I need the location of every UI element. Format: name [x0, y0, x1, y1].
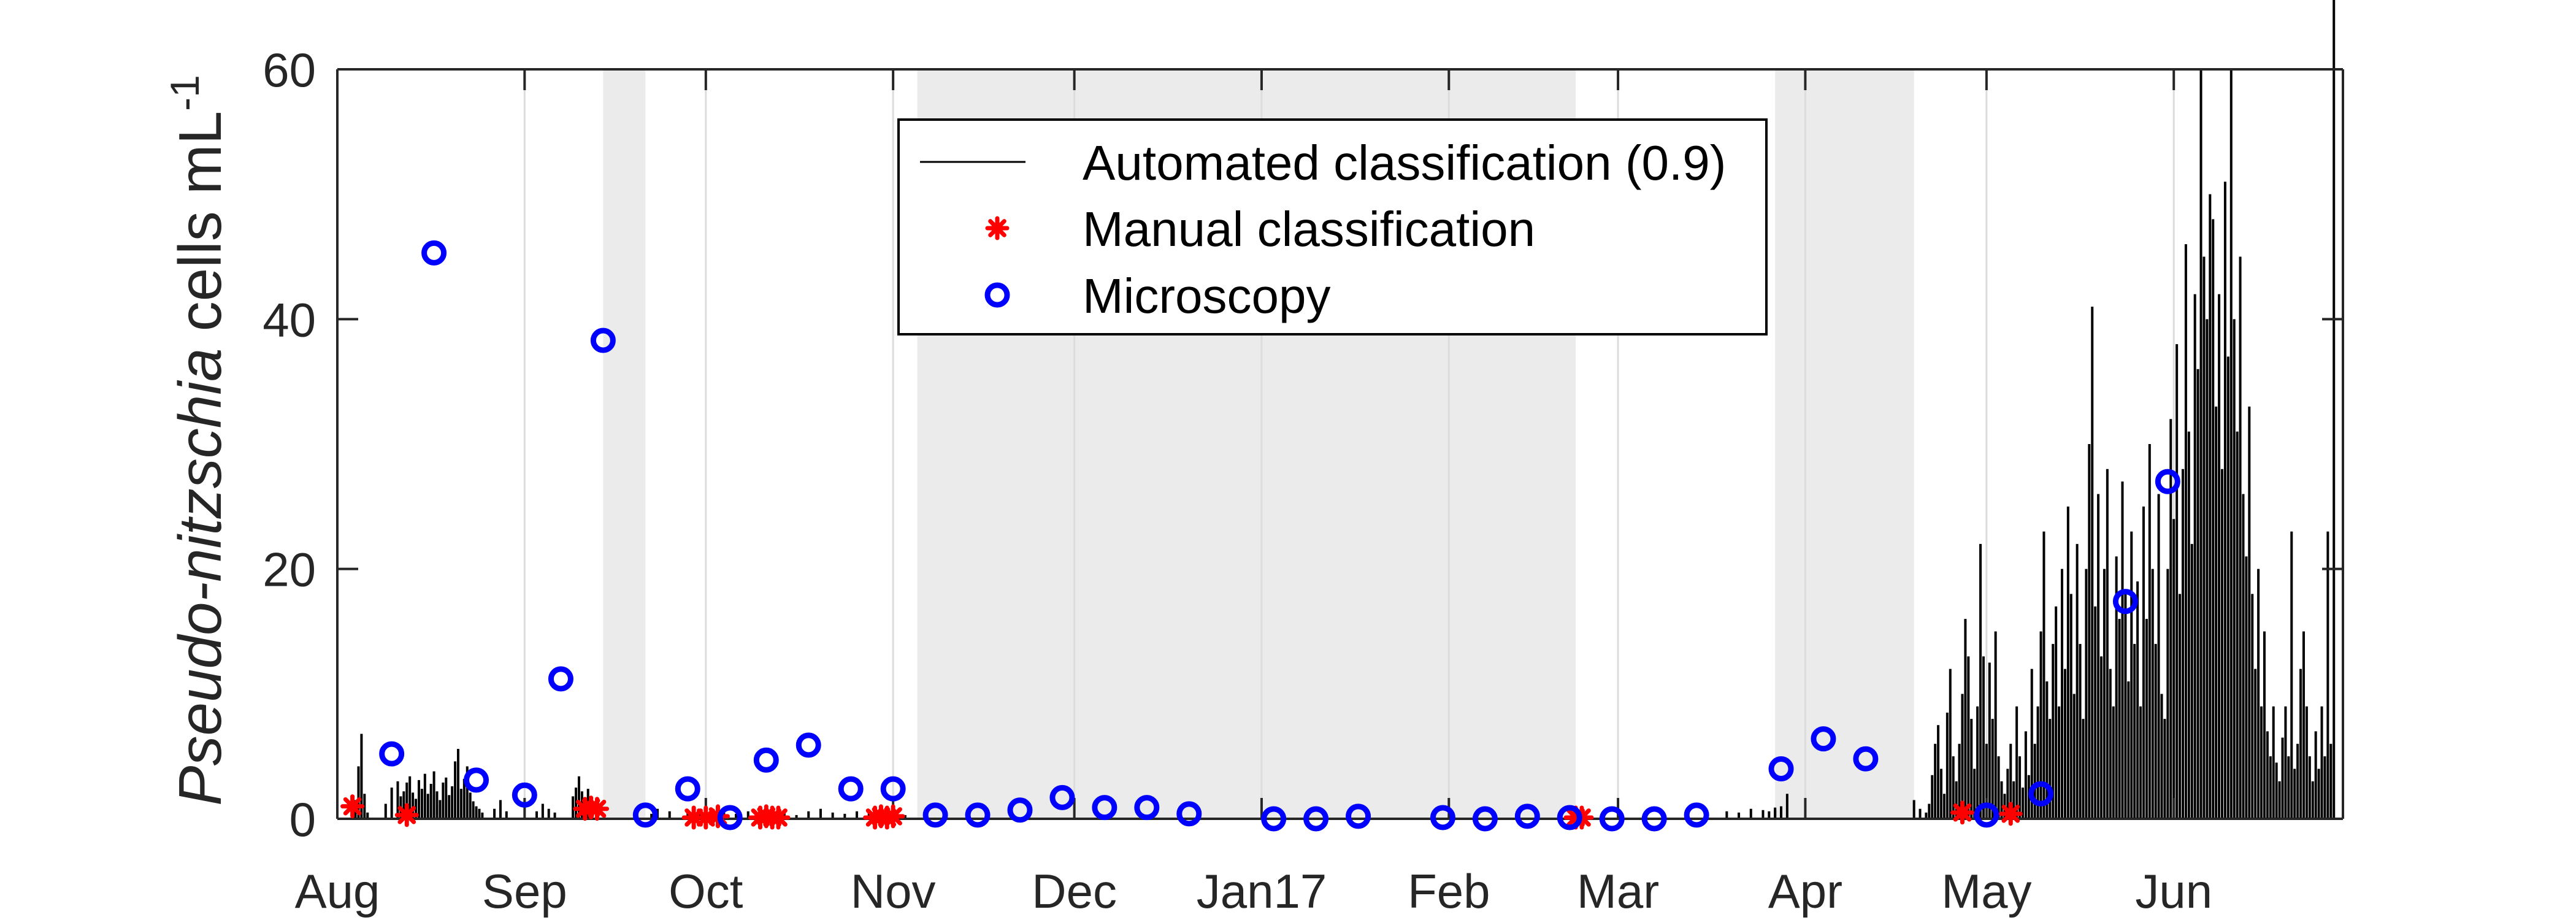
x-tick-label-4: Dec	[1032, 864, 1117, 918]
microscopy-point	[1049, 784, 1075, 810]
microscopy-point	[1557, 805, 1582, 830]
y-tick-label-0: 0	[289, 792, 316, 846]
microscopy-point	[1684, 802, 1709, 828]
microscopy-point	[2155, 469, 2180, 494]
microscopy-point	[1811, 726, 1836, 752]
automated-classification-series	[354, 0, 2336, 819]
manual-point	[881, 804, 905, 829]
shaded-period-2	[1775, 69, 1914, 819]
legend-label-automated: Automated classification (0.9)	[1083, 136, 1726, 190]
marker-series	[340, 240, 2180, 832]
x-tick-label-9: May	[1941, 864, 2031, 918]
y-tick-label-1: 20	[263, 543, 316, 597]
microscopy-point	[1134, 795, 1160, 821]
microscopy-point	[1853, 746, 1879, 772]
y-axis-label-sup: -1	[162, 75, 207, 111]
legend: Automated classification (0.9) Manual cl…	[897, 118, 1768, 335]
microscopy-point	[1472, 806, 1498, 832]
x-tick-label-5: Jan17	[1197, 864, 1327, 918]
microscopy-point	[2028, 781, 2054, 807]
manual-point	[340, 794, 365, 819]
x-tick-label-3: Nov	[851, 864, 936, 918]
legend-box	[897, 118, 1768, 335]
manual-point	[1950, 800, 1974, 825]
microscopy-point	[379, 741, 405, 767]
microscopy-point	[1430, 805, 1455, 830]
microscopy-point	[512, 782, 537, 808]
manual-point	[394, 803, 419, 827]
microscopy-point	[1007, 797, 1033, 823]
x-tick-label-2: Oct	[669, 864, 743, 918]
microscopy-point	[965, 802, 991, 828]
microscopy-point	[880, 776, 906, 802]
x-tick-label-1: Sep	[482, 864, 567, 918]
manual-point	[585, 797, 610, 821]
microscopy-point	[922, 802, 948, 828]
x-tick-label-8: Apr	[1768, 864, 1842, 918]
y-axis-label-rest: cells mL	[166, 111, 234, 348]
x-tick-label-0: Aug	[295, 864, 380, 918]
legend-label-microscopy: Microscopy	[1083, 269, 1331, 323]
microscopy-point	[1176, 801, 1202, 827]
microscopy-point	[1514, 803, 1540, 829]
microscopy-point	[753, 747, 779, 773]
tick-labels: 0 20 40 60 Aug Sep Oct Nov Dec Jan17 Feb Mar Apr May J…	[263, 43, 2212, 918]
microscopy-point	[1599, 806, 1625, 832]
legend-asterisk-swatch	[985, 216, 1010, 240]
y-tick-label-3: 60	[263, 43, 316, 97]
manual-point	[766, 805, 791, 830]
microscopy-point	[548, 666, 573, 692]
microscopy-point	[717, 805, 743, 830]
microscopy-point	[1974, 802, 1999, 828]
legend-label-manual: Manual classification	[1083, 202, 1535, 256]
y-axis-label: Pseudo-nitzschia cells mL-1	[162, 75, 234, 806]
x-tick-label-7: Mar	[1577, 864, 1659, 918]
microscopy-point	[1768, 756, 1794, 782]
microscopy-point	[795, 732, 821, 758]
microscopy-point	[675, 776, 700, 802]
microscopy-point	[1261, 806, 1287, 832]
microscopy-point	[421, 240, 447, 266]
x-tick-label-6: Feb	[1408, 864, 1490, 918]
microscopy-point	[2112, 589, 2138, 615]
legend-asterisk-marker	[985, 216, 1010, 240]
microscopy-point	[590, 328, 616, 353]
y-axis-label-italic: Pseudo-nitzschia	[166, 348, 234, 806]
microscopy-point	[1346, 803, 1371, 829]
microscopy-point	[838, 776, 864, 802]
legend-circle-swatch	[984, 282, 1010, 308]
microscopy-point	[1092, 795, 1117, 821]
microscopy-point	[1641, 806, 1667, 832]
manual-point	[1998, 802, 2023, 826]
microscopy-point	[632, 802, 658, 828]
microscopy-point	[1303, 806, 1329, 832]
y-tick-label-2: 40	[263, 293, 316, 347]
shaded-period-0	[603, 69, 646, 819]
microscopy-point	[464, 767, 489, 793]
x-tick-label-10: Jun	[2135, 864, 2212, 918]
